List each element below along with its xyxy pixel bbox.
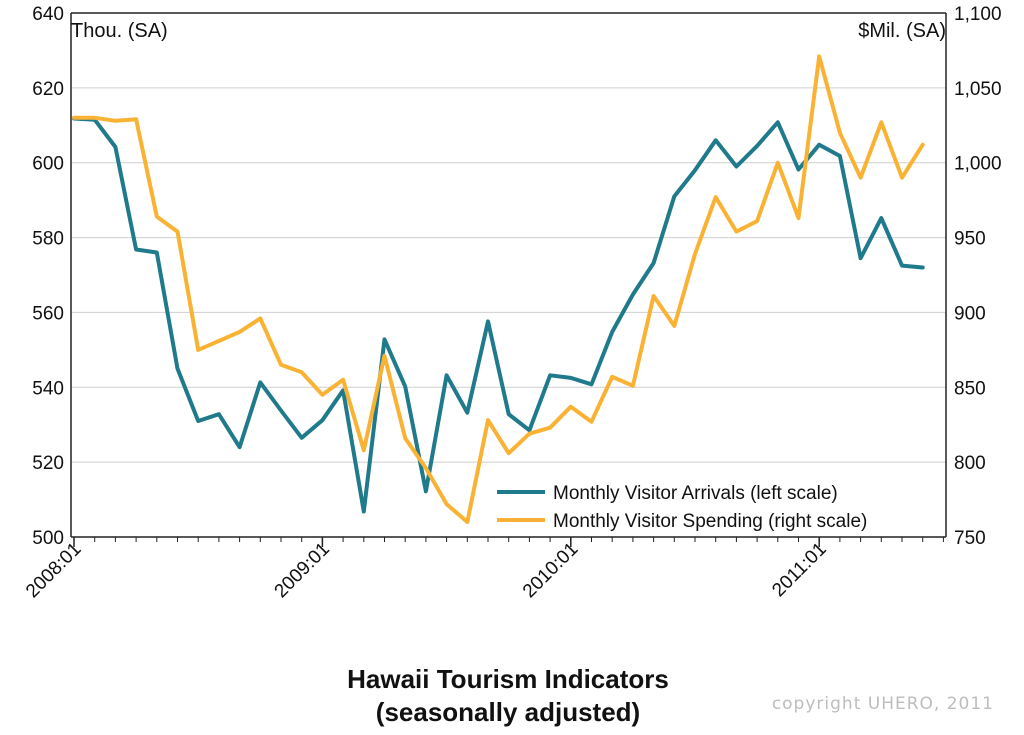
- legend-label-arrivals: Monthly Visitor Arrivals (left scale): [553, 483, 838, 504]
- right-tick-label: 800: [954, 453, 986, 474]
- x-tick-label: 2011:01: [768, 539, 830, 601]
- right-axis-unit: $Mil. (SA): [858, 20, 946, 42]
- left-tick-label: 600: [32, 154, 64, 175]
- left-axis-unit: Thou. (SA): [71, 20, 168, 42]
- gridlines: [71, 87, 946, 463]
- axes: [70, 12, 947, 538]
- series-line-arrivals: [72, 116, 925, 514]
- left-tick-label: 500: [32, 528, 64, 549]
- right-tick-label: 900: [954, 303, 986, 324]
- right-tick-label: 750: [954, 528, 986, 549]
- x-axis-ticks: 2008:01 2009:01 2010:01 2011:01: [22, 537, 944, 602]
- left-tick-label: 540: [32, 378, 64, 399]
- left-tick-label: 620: [32, 79, 64, 100]
- chart-subtitle: (seasonally adjusted): [375, 697, 641, 727]
- right-tick-label: 1,050: [954, 79, 1002, 100]
- legend-label-spending: Monthly Visitor Spending (right scale): [553, 511, 867, 532]
- series-line-spending: [72, 54, 925, 524]
- chart-title: Hawaii Tourism Indicators: [347, 664, 669, 694]
- right-tick-label: 850: [954, 378, 986, 399]
- left-tick-label: 520: [32, 453, 64, 474]
- left-tick-label: 580: [32, 229, 64, 250]
- right-tick-label: 1,000: [954, 154, 1002, 175]
- right-tick-label: 1,100: [954, 4, 1002, 25]
- legend: Monthly Visitor Arrivals (left scale) Mo…: [497, 483, 867, 532]
- left-tick-label: 560: [32, 303, 64, 324]
- right-axis-ticks: 750 800 850 900 950 1,000 1,050 1,100: [954, 4, 1002, 549]
- series-lines: [72, 54, 925, 524]
- x-tick-label: 2010:01: [519, 539, 582, 602]
- copyright-notice: copyright UHERO, 2011: [771, 694, 994, 714]
- x-tick-label: 2009:01: [271, 539, 334, 602]
- right-tick-label: 950: [954, 229, 986, 250]
- left-tick-label: 640: [32, 4, 64, 25]
- left-axis-ticks: 500 520 540 560 580 600 620 640: [32, 4, 64, 549]
